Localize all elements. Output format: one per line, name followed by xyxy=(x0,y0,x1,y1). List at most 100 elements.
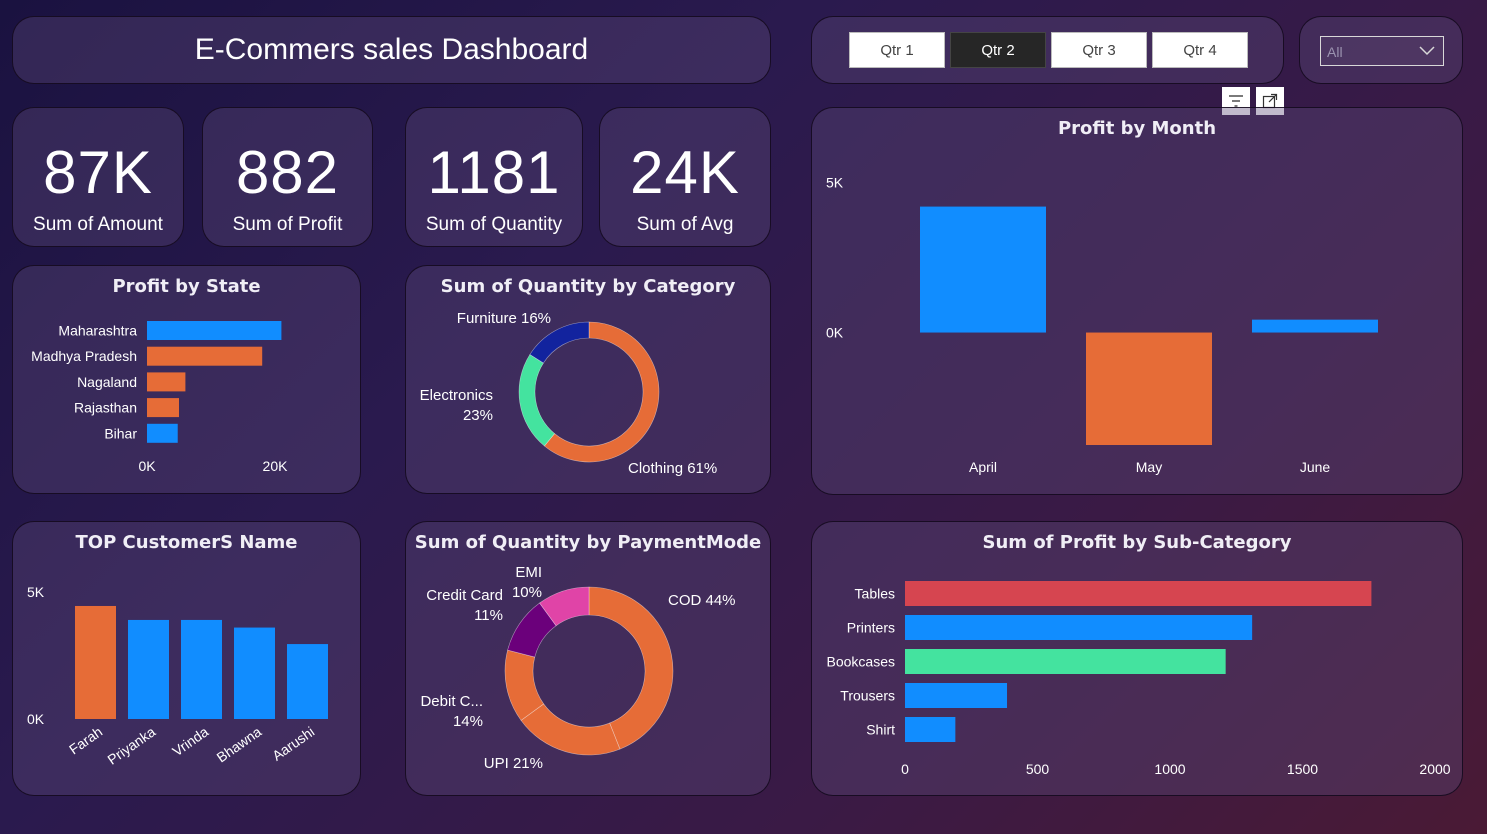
profit-by-state-chart[interactable]: Profit by State Maharashtra Madhya Prades… xyxy=(12,265,361,494)
bar[interactable] xyxy=(905,683,1008,708)
bar[interactable] xyxy=(287,644,328,719)
profit-by-month-svg: 5K 0K April May June xyxy=(826,175,1378,475)
qtr-1-button[interactable]: Qtr 1 xyxy=(849,32,945,68)
category-label: Maharashtra xyxy=(58,323,137,339)
bar[interactable] xyxy=(905,717,956,742)
donut-slice[interactable] xyxy=(543,321,660,463)
profit-by-month-chart[interactable]: Profit by Month 5K 0K April May June xyxy=(811,107,1463,495)
category-label: Printers xyxy=(847,620,895,636)
chart-title: Profit by Month xyxy=(1057,118,1217,139)
x-tick-label: 500 xyxy=(1026,761,1050,777)
slice-label: Furniture 16% xyxy=(457,310,551,327)
slice-label: Electronics xyxy=(420,387,493,404)
category-label: May xyxy=(1136,459,1162,475)
x-tick-label: 20K xyxy=(263,458,289,474)
donut-slice[interactable] xyxy=(539,586,590,627)
x-tick-label: 0K xyxy=(138,458,156,474)
category-label: Tables xyxy=(855,586,895,602)
dropdown-value: All xyxy=(1327,44,1343,60)
bar[interactable] xyxy=(147,346,263,366)
qtr-3-button[interactable]: Qtr 3 xyxy=(1051,32,1147,68)
kpi-card-quantity: 1181 Sum of Quantity xyxy=(405,107,583,247)
kpi-card-profit: 882 Sum of Profit xyxy=(202,107,373,247)
donut-slice[interactable] xyxy=(520,703,621,756)
bar[interactable] xyxy=(905,649,1226,674)
bar[interactable] xyxy=(147,398,179,418)
dropdown-slicer-panel: All xyxy=(1299,16,1463,84)
kpi-value: 24K xyxy=(630,139,740,206)
chart-title: Profit by State xyxy=(112,276,261,297)
category-label: Rajasthan xyxy=(74,400,137,416)
kpi-label: Sum of Amount xyxy=(33,214,163,235)
kpi-label: Sum of Quantity xyxy=(425,214,563,235)
donut-slice[interactable] xyxy=(529,321,590,364)
slice-label: 14% xyxy=(453,713,483,730)
chart-title: Sum of Quantity by PaymentMode xyxy=(414,532,762,553)
kpi-value: 1181 xyxy=(427,139,561,206)
slice-label: UPI 21% xyxy=(484,755,543,772)
chart-title: Sum of Quantity by Category xyxy=(440,276,736,297)
profit-by-subcategory-chart[interactable]: Sum of Profit by Sub-Category Tables Prin… xyxy=(811,521,1463,796)
quantity-by-category-svg: Clothing 61% Electronics 23% Furniture 16% xyxy=(420,310,718,477)
focus-mode-icon[interactable] xyxy=(1256,87,1284,115)
kpi-label: Sum of Avg xyxy=(636,214,734,235)
slice-label: COD 44% xyxy=(668,592,736,609)
category-label: Trousers xyxy=(840,688,895,704)
filter-icon-glyph xyxy=(1229,95,1243,107)
kpi-card-avg: 24K Sum of Avg xyxy=(599,107,771,247)
donut-slice[interactable] xyxy=(518,354,556,447)
slice-label: EMI xyxy=(515,564,542,581)
quantity-by-paymentmode-chart[interactable]: Sum of Quantity by PaymentMode COD 44% UP… xyxy=(405,521,771,796)
bar[interactable] xyxy=(128,619,169,719)
slice-label: 23% xyxy=(463,407,493,424)
x-tick-label: 2000 xyxy=(1419,761,1450,777)
bar[interactable] xyxy=(75,605,116,719)
x-tick-label: 1000 xyxy=(1154,761,1185,777)
category-label: Nagaland xyxy=(77,374,137,390)
top-customers-chart[interactable]: TOP CustomerS Name 5K 0K Farah Priyanka Vrin… xyxy=(12,521,361,796)
bar[interactable] xyxy=(234,627,275,719)
bar[interactable] xyxy=(1252,319,1378,333)
bar[interactable] xyxy=(1086,332,1212,445)
title-panel: E-Commers sales Dashboard xyxy=(12,16,771,84)
category-label: Bookcases xyxy=(827,654,895,670)
profit-by-state-svg: Maharashtra Madhya Pradesh Nagaland Rajasth… xyxy=(31,321,289,474)
kpi-label: Sum of Profit xyxy=(232,214,343,235)
bar[interactable] xyxy=(147,372,186,392)
y-tick-label: 0K xyxy=(826,325,844,341)
category-label: Bihar xyxy=(104,425,137,441)
profit-by-subcategory-svg: Tables Printers Bookcases Trousers Shirt 0 500… xyxy=(827,581,1451,777)
quantity-by-paymentmode-svg: COD 44% UPI 21% Debit C... 14% Credit Card 11… xyxy=(420,564,736,772)
bar[interactable] xyxy=(905,615,1253,640)
slice-label: 10% xyxy=(512,584,542,601)
x-tick-label: 0 xyxy=(901,761,909,777)
chart-title: TOP CustomerS Name xyxy=(75,532,298,553)
x-tick-label: 1500 xyxy=(1287,761,1318,777)
qtr-2-button[interactable]: Qtr 2 xyxy=(950,32,1046,68)
chart-title: Sum of Profit by Sub-Category xyxy=(982,532,1292,553)
kpi-value: 882 xyxy=(235,139,340,206)
donut-slice[interactable] xyxy=(588,586,674,750)
bar[interactable] xyxy=(920,206,1046,333)
bar[interactable] xyxy=(147,321,282,340)
category-label: April xyxy=(969,459,997,475)
category-label: Shirt xyxy=(866,722,895,738)
quantity-by-category-chart[interactable]: Sum of Quantity by Category Clothing 61%… xyxy=(405,265,771,494)
bar[interactable] xyxy=(147,423,178,443)
slice-label: Credit Card xyxy=(426,587,503,604)
bar[interactable] xyxy=(905,581,1372,606)
category-label: Farah xyxy=(66,723,105,757)
chevron-down-icon xyxy=(1419,46,1435,56)
qtr-4-button[interactable]: Qtr 4 xyxy=(1152,32,1248,68)
filter-icon[interactable] xyxy=(1222,87,1250,115)
quarter-slicer: Qtr 1 Qtr 2 Qtr 3 Qtr 4 xyxy=(811,16,1284,84)
category-label: Vrinda xyxy=(169,723,211,759)
slice-label: Debit C... xyxy=(420,693,483,710)
category-label: Priyanka xyxy=(104,723,158,767)
kpi-card-amount: 87K Sum of Amount xyxy=(12,107,184,247)
kpi-value: 87K xyxy=(43,139,153,206)
filter-dropdown[interactable]: All xyxy=(1320,36,1444,66)
y-tick-label: 5K xyxy=(27,584,45,600)
category-label: Aarushi xyxy=(269,723,317,763)
bar[interactable] xyxy=(181,619,222,719)
